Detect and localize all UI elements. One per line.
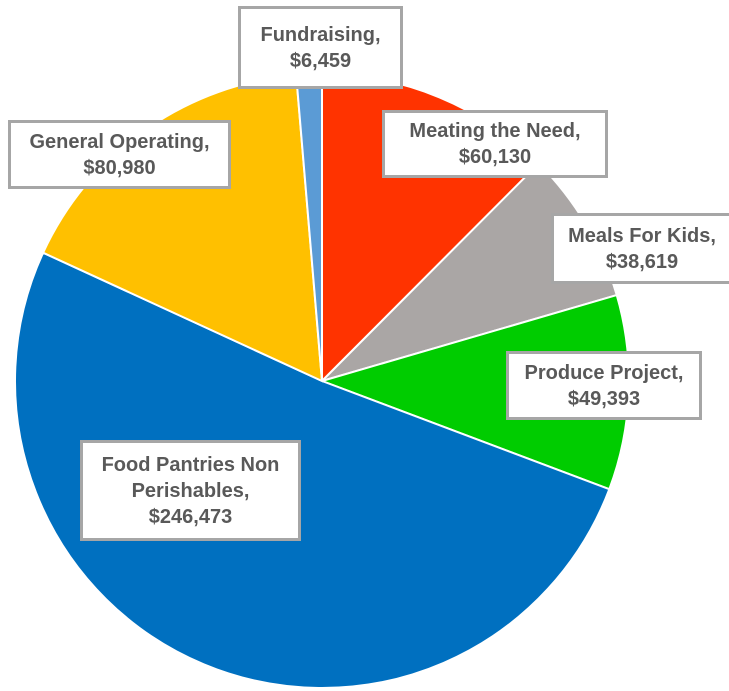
data-label: Food Pantries Non Perishables, $246,473 <box>80 440 301 541</box>
category-label: Meating the Need, <box>409 120 581 142</box>
value-label: $246,473 <box>148 505 233 528</box>
data-label: Meating the Need, $60,130 <box>382 110 608 178</box>
pie-slice <box>14 251 611 689</box>
value-label: $49,393 <box>567 387 641 410</box>
data-label: General Operating, $80,980 <box>8 120 231 189</box>
value-label: $38,619 <box>605 250 679 273</box>
category-label: General Operating, <box>29 130 210 153</box>
value-label: $80,980 <box>83 156 156 179</box>
value-label: $6,459 <box>289 49 352 72</box>
data-label: Fundraising, $6,459 <box>238 6 403 89</box>
category-label: Fundraising, <box>260 23 381 46</box>
category-label: Produce Project, <box>524 361 684 384</box>
value-label: $60,130 <box>458 146 532 168</box>
data-label: Meals For Kids, $38,619 <box>551 213 729 284</box>
category-label: Meals For Kids, <box>568 224 716 247</box>
data-label: Produce Project, $49,393 <box>506 351 702 420</box>
category-label: Food Pantries Non Perishables, <box>101 453 280 502</box>
